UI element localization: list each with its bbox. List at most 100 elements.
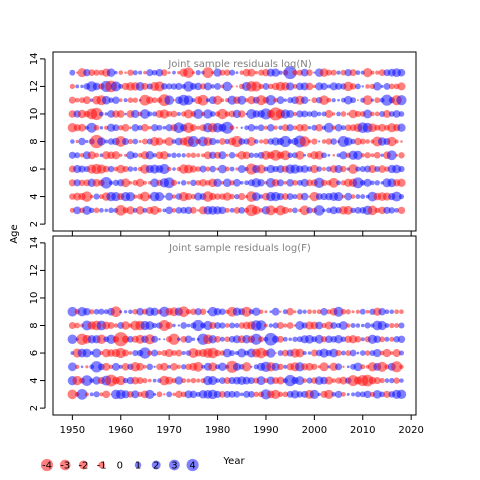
x-tick-label: 1960 bbox=[108, 425, 133, 436]
residual-bubble bbox=[118, 84, 124, 89]
residual-bubble bbox=[308, 99, 311, 102]
residual-bubble bbox=[151, 335, 159, 343]
residual-bubble bbox=[123, 310, 128, 314]
residual-bubble bbox=[209, 137, 217, 146]
residual-bubble bbox=[213, 178, 222, 188]
residual-bubble bbox=[330, 138, 337, 145]
residual-bubble bbox=[262, 83, 270, 90]
residual-bubble bbox=[191, 71, 195, 75]
residual-bubble bbox=[373, 82, 382, 91]
residual-bubble bbox=[302, 378, 308, 383]
residual-bubble bbox=[337, 98, 340, 102]
residual-bubble bbox=[311, 138, 318, 145]
residual-bubble bbox=[209, 165, 217, 173]
residual-bubble bbox=[350, 138, 356, 145]
y-tick-label: 2 bbox=[29, 221, 40, 227]
residual-bubble bbox=[301, 110, 309, 118]
residual-bubble bbox=[258, 139, 264, 144]
residual-bubble bbox=[196, 153, 201, 158]
residual-bubble bbox=[94, 152, 100, 158]
residual-bubble bbox=[318, 140, 321, 143]
residual-bubble bbox=[154, 192, 165, 202]
residual-bubble bbox=[151, 124, 159, 132]
y-tick-label: 8 bbox=[29, 138, 40, 144]
residual-bubble bbox=[142, 180, 148, 185]
residual-bubble bbox=[163, 195, 166, 198]
residual-bubble bbox=[278, 70, 283, 75]
residual-bubble bbox=[152, 153, 157, 158]
x-tick-label: 2000 bbox=[302, 425, 327, 436]
residual-bubble bbox=[150, 205, 160, 215]
residual-bubble bbox=[383, 110, 391, 118]
panel-top-y-axis: 2 4 6 8 10 12 14 bbox=[29, 53, 46, 227]
residual-bubble bbox=[365, 84, 370, 89]
residual-bubble bbox=[127, 166, 134, 172]
residual-bubble bbox=[239, 392, 244, 397]
residual-bubble bbox=[323, 122, 334, 133]
residual-bubble bbox=[84, 392, 89, 397]
y-tick-label: 12 bbox=[29, 264, 40, 277]
residual-bubble bbox=[104, 112, 108, 116]
residual-bubble bbox=[111, 151, 121, 160]
residual-bubble bbox=[340, 165, 347, 173]
residual-bubble bbox=[340, 125, 346, 131]
residual-bubble bbox=[256, 164, 266, 174]
residual-bubble bbox=[355, 83, 361, 90]
residual-bubble bbox=[90, 194, 94, 199]
residual-bubble bbox=[279, 310, 282, 313]
residual-bubble bbox=[205, 98, 210, 103]
residual-bubble bbox=[108, 207, 114, 214]
residual-bubble bbox=[264, 310, 268, 314]
residual-bubble bbox=[163, 393, 166, 396]
residual-bubble bbox=[317, 111, 322, 117]
x-tick-label: 1980 bbox=[205, 425, 230, 436]
residual-bubble bbox=[160, 69, 168, 76]
residual-bubble bbox=[214, 349, 221, 357]
residual-bubble bbox=[386, 150, 397, 161]
residual-bubble bbox=[233, 178, 241, 187]
residual-bubble bbox=[170, 179, 178, 186]
residual-bubble bbox=[370, 98, 374, 102]
residual-bubble bbox=[356, 351, 360, 355]
residual-bubble bbox=[277, 335, 284, 343]
residual-bubble bbox=[172, 323, 176, 328]
residual-bubble bbox=[96, 164, 107, 174]
residual-bubble bbox=[191, 98, 196, 103]
residual-bubble bbox=[136, 362, 145, 371]
residual-bubble bbox=[237, 165, 246, 173]
residual-bubble bbox=[141, 123, 149, 132]
residual-bubble bbox=[346, 365, 350, 369]
residual-bubble bbox=[305, 82, 314, 91]
residual-bubble bbox=[258, 336, 265, 343]
residual-bubble bbox=[368, 164, 377, 174]
residual-bubble bbox=[223, 192, 232, 201]
residual-bubble bbox=[251, 81, 262, 92]
residual-bubble bbox=[225, 153, 229, 157]
residual-bubble bbox=[167, 364, 172, 369]
residual-bubble bbox=[374, 111, 380, 117]
residual-bubble bbox=[87, 151, 96, 160]
residual-bubble bbox=[396, 389, 407, 400]
residual-bubble bbox=[351, 392, 356, 397]
residual-bubble bbox=[355, 70, 361, 76]
residual-bubble bbox=[75, 84, 80, 89]
residual-bubble bbox=[286, 193, 294, 201]
residual-bubble bbox=[165, 348, 174, 358]
residual-bubble bbox=[102, 321, 111, 330]
residual-bubble bbox=[220, 98, 225, 103]
residual-bubble bbox=[78, 165, 86, 173]
residual-bubble bbox=[313, 71, 316, 74]
residual-bubble bbox=[202, 67, 214, 79]
bubble-size-legend: -4 -3 -2 -1 0 1 2 3 4 bbox=[40, 458, 199, 472]
residual-bubble bbox=[377, 361, 388, 372]
residual-bubble bbox=[354, 110, 361, 117]
residual-bubble bbox=[89, 392, 94, 397]
residual-bubble bbox=[397, 123, 406, 132]
residual-bubble bbox=[165, 376, 174, 385]
residual-bubble bbox=[355, 166, 361, 172]
residual-bubble bbox=[145, 151, 155, 160]
y-tick-label: 8 bbox=[29, 322, 40, 328]
residual-bubble bbox=[166, 391, 173, 398]
residual-bubble bbox=[121, 335, 130, 343]
y-tick-label: 14 bbox=[29, 237, 40, 250]
